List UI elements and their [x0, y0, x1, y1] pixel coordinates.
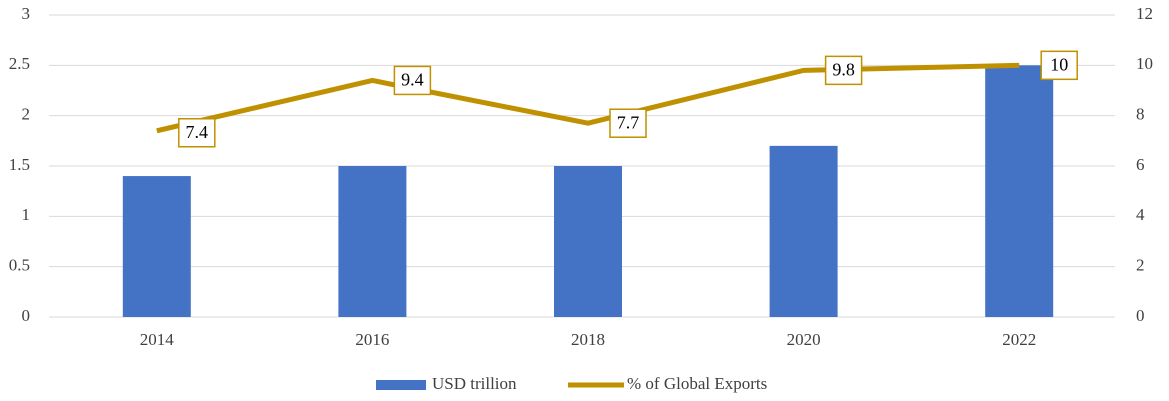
y2-tick-label: 12 [1136, 4, 1153, 23]
y-tick-label: 0.5 [9, 256, 30, 275]
y-tick-label: 1.5 [9, 155, 30, 174]
y-tick-label: 0 [22, 306, 31, 325]
legend-label: USD trillion [432, 374, 517, 393]
data-label: 7.4 [186, 122, 209, 142]
data-label: 10 [1050, 54, 1068, 74]
data-label-box [609, 108, 647, 138]
data-label: 9.8 [832, 59, 855, 79]
legend-swatch [376, 380, 426, 390]
y-tick-label: 1 [22, 205, 31, 224]
y2-tick-label: 2 [1136, 256, 1145, 275]
data-label-box [1040, 50, 1078, 81]
data-label-box [178, 118, 216, 148]
data-label: 7.7 [617, 112, 640, 132]
y2-tick-label: 6 [1136, 155, 1145, 174]
line [156, 62, 1020, 134]
y2-tick-label: 0 [1136, 306, 1145, 325]
y2-tick-label: 4 [1136, 205, 1145, 224]
bar [554, 166, 622, 317]
legend-label: % of Global Exports [627, 374, 767, 393]
y-tick-label: 2.5 [9, 54, 30, 73]
y2-tick-label: 10 [1136, 54, 1153, 73]
bar [985, 65, 1054, 317]
data-label: 9.4 [401, 70, 424, 90]
y-tick-label: 3 [22, 4, 31, 23]
y-tick-label: 2 [22, 105, 31, 124]
data-label-box [393, 65, 432, 96]
x-tick-label: 2014 [140, 330, 175, 349]
x-tick-label: 2020 [787, 330, 821, 349]
bar [338, 166, 407, 317]
y2-tick-label: 8 [1136, 105, 1145, 124]
x-tick-label: 2022 [1002, 330, 1036, 349]
x-tick-label: 2018 [571, 330, 605, 349]
bar [769, 145, 838, 317]
data-label-box [824, 55, 863, 86]
x-tick-label: 2016 [355, 330, 389, 349]
bar [122, 176, 191, 317]
